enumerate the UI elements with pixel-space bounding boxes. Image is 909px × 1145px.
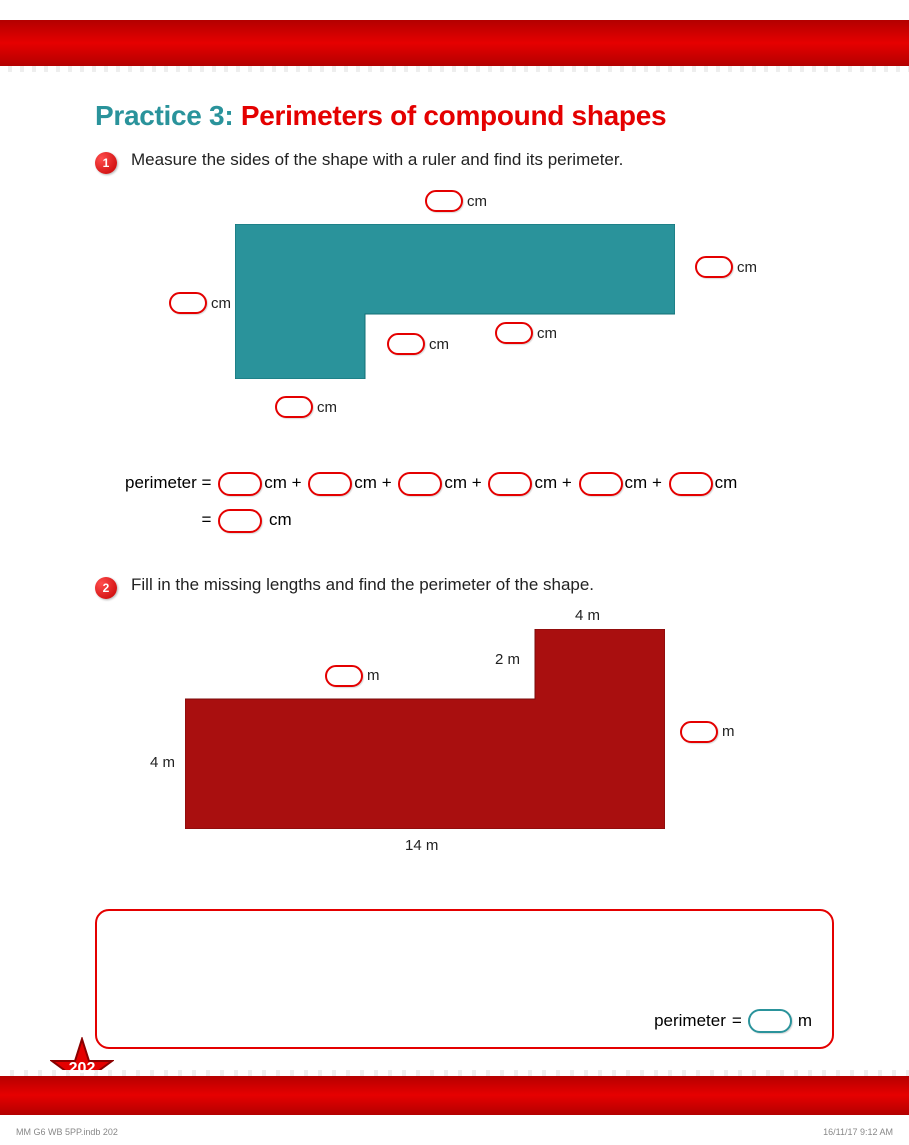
unit-cm: cm bbox=[317, 399, 337, 416]
blank-input[interactable] bbox=[748, 1009, 792, 1033]
blank-input[interactable] bbox=[680, 721, 718, 743]
question-2-text: Fill in the missing lengths and find the… bbox=[131, 575, 594, 595]
plus: + bbox=[382, 473, 392, 492]
answer-box[interactable]: perimeter = m bbox=[95, 909, 834, 1049]
plus: + bbox=[292, 473, 302, 492]
blank-input[interactable] bbox=[579, 472, 623, 496]
blank-input[interactable] bbox=[669, 472, 713, 496]
shape1-label-inner-right: cm bbox=[495, 322, 557, 344]
blank-input[interactable] bbox=[695, 256, 733, 278]
unit-cm: cm bbox=[444, 473, 467, 492]
question-2-badge: 2 bbox=[95, 577, 117, 599]
plus: + bbox=[652, 473, 662, 492]
title-lead: Practice 3: bbox=[95, 100, 233, 131]
unit-cm: cm bbox=[737, 259, 757, 276]
blank-input[interactable] bbox=[218, 509, 262, 533]
shape2-label-bottom-14m: 14 m bbox=[405, 837, 438, 854]
question-1-row: 1 Measure the sides of the shape with a … bbox=[95, 150, 834, 174]
question-1-badge: 1 bbox=[95, 152, 117, 174]
shape1-label-top: cm bbox=[425, 190, 487, 212]
blank-input[interactable] bbox=[275, 396, 313, 418]
shape2-label-inner-2m: 2 m bbox=[495, 651, 520, 668]
blank-input[interactable] bbox=[425, 190, 463, 212]
blank-input[interactable] bbox=[308, 472, 352, 496]
shape2-label-right-blank: m bbox=[680, 721, 735, 743]
unit-cm: cm bbox=[625, 473, 648, 492]
unit-cm: cm bbox=[537, 325, 557, 342]
footer-meta: MM G6 WB 5PP.indb 202 16/11/17 9:12 AM bbox=[16, 1127, 893, 1137]
shape2-label-left-4m: 4 m bbox=[150, 754, 175, 771]
footer-right: 16/11/17 9:12 AM bbox=[823, 1127, 893, 1137]
bottom-banner bbox=[0, 1075, 909, 1115]
shape2-label-top-blank: m bbox=[325, 665, 380, 687]
shape1-label-bottom: cm bbox=[275, 396, 337, 418]
plus: + bbox=[562, 473, 572, 492]
shape1 bbox=[235, 224, 675, 379]
shape1-diagram: cm cm cm cm cm cm bbox=[125, 184, 805, 444]
q2-perimeter-result: perimeter = m bbox=[654, 1009, 812, 1033]
unit-cm: cm bbox=[467, 193, 487, 210]
unit-cm: cm bbox=[211, 295, 231, 312]
unit-cm: cm bbox=[534, 473, 557, 492]
page-number: 202 bbox=[69, 1060, 96, 1078]
unit-m: m bbox=[798, 1011, 812, 1031]
unit-cm: cm bbox=[429, 336, 449, 353]
equals: = bbox=[732, 1011, 742, 1031]
unit-m: m bbox=[722, 723, 735, 740]
blank-input[interactable] bbox=[387, 333, 425, 355]
shape2-svg bbox=[185, 629, 665, 829]
unit-cm: cm bbox=[715, 473, 738, 492]
perimeter-label: perimeter bbox=[654, 1011, 726, 1031]
unit-m: m bbox=[367, 667, 380, 684]
shape1-label-right: cm bbox=[695, 256, 757, 278]
unit-cm: cm bbox=[269, 510, 292, 529]
equals: = bbox=[202, 473, 212, 492]
top-banner bbox=[0, 20, 909, 70]
shape2-diagram: 4 m 2 m m m 4 m 14 m bbox=[125, 609, 805, 889]
blank-input[interactable] bbox=[169, 292, 207, 314]
unit-cm: cm bbox=[354, 473, 377, 492]
equals: = bbox=[202, 510, 212, 529]
shape1-label-left: cm bbox=[169, 292, 231, 314]
plus: + bbox=[472, 473, 482, 492]
title-rest: Perimeters of compound shapes bbox=[241, 100, 666, 131]
blank-input[interactable] bbox=[488, 472, 532, 496]
question-1-text: Measure the sides of the shape with a ru… bbox=[131, 150, 623, 170]
blank-input[interactable] bbox=[218, 472, 262, 496]
q1-perimeter-equation: perimeter = cm + cm + cm + cm + cm + cm … bbox=[125, 464, 834, 539]
footer-left: MM G6 WB 5PP.indb 202 bbox=[16, 1127, 118, 1137]
perimeter-label: perimeter bbox=[125, 473, 197, 492]
page-title: Practice 3: Perimeters of compound shape… bbox=[95, 100, 834, 132]
question-2-row: 2 Fill in the missing lengths and find t… bbox=[95, 575, 834, 599]
unit-cm: cm bbox=[264, 473, 287, 492]
page-content: Practice 3: Perimeters of compound shape… bbox=[95, 100, 834, 1049]
shape1-label-inner-left: cm bbox=[387, 333, 449, 355]
shape1-svg bbox=[235, 224, 675, 379]
blank-input[interactable] bbox=[398, 472, 442, 496]
shape2 bbox=[185, 629, 665, 834]
shape2-label-top-small: 4 m bbox=[575, 607, 600, 624]
blank-input[interactable] bbox=[325, 665, 363, 687]
blank-input[interactable] bbox=[495, 322, 533, 344]
